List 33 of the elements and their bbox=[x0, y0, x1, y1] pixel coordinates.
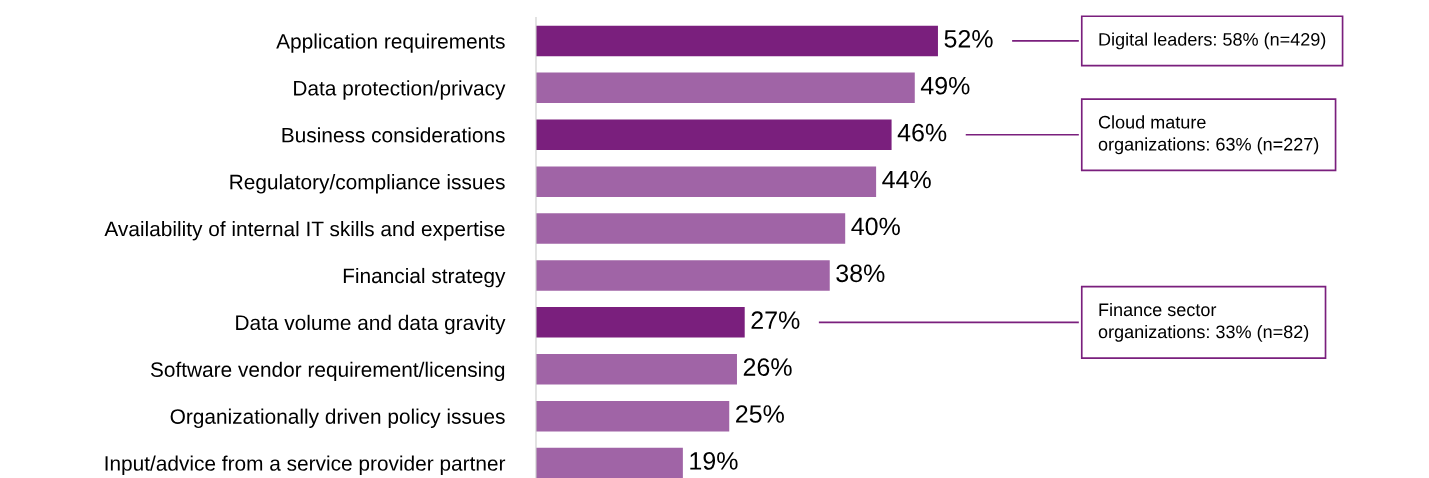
data-label: 49% bbox=[920, 76, 970, 95]
y-tick-label: Financial strategy bbox=[343, 267, 506, 288]
text: Cloud mature organizations: 63% (n=227) bbox=[1098, 115, 1319, 155]
bar bbox=[536, 72, 915, 104]
data-label: 52% bbox=[944, 29, 993, 48]
y-tick-label: Organizationally driven policy issues bbox=[170, 408, 505, 429]
data-label: 19% bbox=[690, 452, 738, 470]
text: Digital leaders: 58% (n=429) bbox=[1099, 32, 1326, 50]
data-label: 40% bbox=[851, 217, 900, 236]
y-tick-label: Software vendor requirement/licensing bbox=[150, 361, 505, 382]
bar bbox=[536, 166, 877, 197]
bar bbox=[536, 447, 683, 478]
bar bbox=[536, 400, 730, 432]
text: Finance sector organizations: 33% (n=82) bbox=[1098, 302, 1309, 342]
data-label: 27% bbox=[751, 311, 800, 329]
bar bbox=[536, 260, 830, 291]
y-tick-label: Data volume and data gravity bbox=[236, 314, 506, 335]
bar bbox=[536, 213, 846, 244]
y-tick-label: Regulatory/compliance issues bbox=[230, 174, 505, 194]
data-label: 44% bbox=[882, 170, 931, 189]
y-tick-label: Business considerations bbox=[282, 127, 505, 143]
bar bbox=[536, 119, 892, 150]
bar bbox=[536, 307, 745, 338]
bar bbox=[536, 25, 938, 57]
data-label: 25% bbox=[736, 405, 784, 423]
y-tick-label: Data protection/privacy bbox=[294, 80, 506, 100]
data-label: 46% bbox=[897, 123, 947, 142]
y-tick-label: Application requirements bbox=[276, 33, 505, 53]
y-tick-label: Input/advice from a service provider partner bbox=[105, 455, 506, 475]
y-tick-label: Availability of internal IT skills and expertise bbox=[104, 221, 505, 241]
data-label: 26% bbox=[743, 358, 792, 376]
bar bbox=[536, 354, 737, 385]
data-label: 38% bbox=[836, 264, 885, 283]
